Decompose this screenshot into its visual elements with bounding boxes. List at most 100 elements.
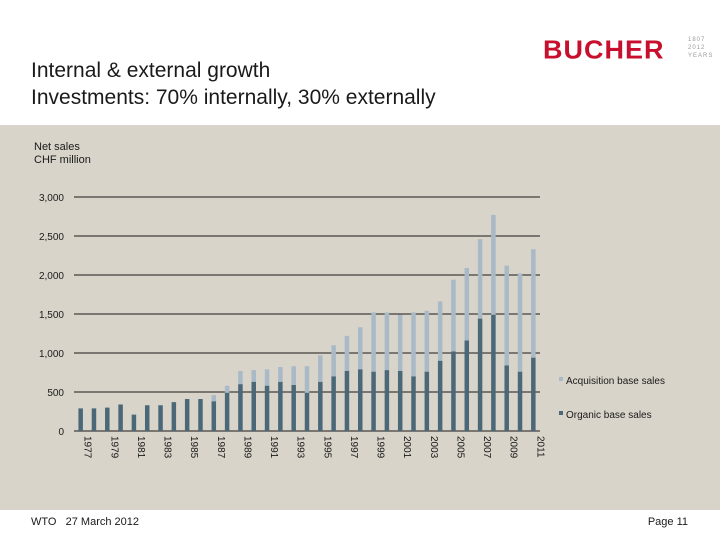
x-tick-label: 1989: [241, 436, 252, 459]
bar-organic: [131, 414, 137, 431]
bar-organic: [304, 392, 310, 431]
x-tick-label: 1993: [295, 436, 306, 459]
y-tick-label: 3,000: [39, 193, 64, 204]
x-tick-label: 2001: [401, 436, 412, 459]
y-tick-label: 1,500: [39, 310, 64, 321]
bar-organic: [451, 351, 456, 431]
x-tick-label: 1997: [348, 436, 359, 459]
bar-acquisition: [531, 249, 536, 358]
x-tick-label: 1999: [375, 436, 386, 459]
y-tick-label: 1,000: [39, 349, 64, 360]
bar-acquisition: [238, 370, 243, 385]
bar-organic: [291, 384, 296, 431]
title-line-2: Investments: 70% internally, 30% externa…: [31, 86, 436, 109]
bar-acquisition: [411, 312, 416, 377]
x-tick-label: 1979: [108, 436, 119, 459]
bar-organic: [517, 371, 523, 431]
chart-panel: [0, 125, 720, 510]
bar-organic: [371, 371, 376, 431]
bar-acquisition: [384, 312, 390, 371]
bar-acquisition: [504, 265, 509, 366]
bar-acquisition: [278, 367, 283, 382]
bar-organic: [78, 408, 83, 431]
x-tick-label: 2007: [481, 436, 492, 459]
bar-organic: [344, 370, 350, 431]
bar-organic: [251, 381, 256, 431]
bar-acquisition: [211, 395, 217, 402]
x-tick-label: 2003: [428, 436, 439, 459]
bar-acquisition: [491, 214, 496, 315]
bar-organic: [224, 392, 230, 431]
x-tick-label: 1985: [188, 436, 199, 459]
bar-organic: [331, 376, 336, 431]
bar-organic: [278, 381, 283, 431]
legend-label-organic: Organic base sales: [566, 410, 652, 421]
bar-acquisition: [318, 355, 323, 382]
bar-acquisition: [291, 366, 296, 385]
x-tick-label: 1981: [135, 436, 146, 459]
x-tick-label: 2009: [508, 436, 519, 459]
bar-organic: [238, 384, 243, 431]
legend-swatch-organic: [559, 411, 563, 415]
bar-organic: [384, 370, 390, 431]
bar-acquisition: [304, 366, 310, 393]
bar-organic: [318, 381, 323, 431]
x-tick-label: 1991: [268, 436, 279, 459]
bar-organic: [464, 340, 470, 431]
x-tick-label: 2005: [454, 436, 465, 459]
bar-organic: [358, 369, 363, 431]
bar-organic: [424, 371, 430, 431]
x-tick-label: 1995: [321, 436, 332, 459]
legend-swatch-acquisition: [559, 377, 563, 381]
y-tick-label: 2,500: [39, 232, 64, 243]
bar-acquisition: [451, 279, 456, 352]
bar-organic: [211, 401, 217, 431]
bar-acquisition: [224, 385, 230, 393]
bar-acquisition: [437, 301, 443, 361]
bar-acquisition: [464, 267, 470, 341]
bar-organic: [411, 376, 416, 431]
bar-acquisition: [331, 345, 336, 377]
bucher-logo: BUCHER: [543, 35, 665, 65]
bar-acquisition: [371, 312, 376, 372]
footer-date: WTO 27 March 2012: [31, 516, 140, 528]
bar-organic: [264, 385, 270, 431]
bar-acquisition: [264, 369, 270, 386]
bar-organic: [144, 405, 150, 431]
bar-organic: [91, 408, 97, 431]
bar-acquisition: [344, 335, 350, 371]
y-tick-label: 0: [58, 427, 64, 438]
bar-acquisition: [358, 327, 363, 370]
y-tick-label: 500: [47, 388, 64, 399]
bar-organic: [158, 405, 163, 431]
bar-organic: [397, 370, 403, 431]
bar-acquisition: [251, 370, 256, 382]
bar-organic: [504, 365, 509, 431]
bar-organic: [105, 407, 110, 431]
bar-organic: [491, 314, 496, 431]
bar-acquisition: [517, 273, 523, 372]
slide-title: Internal & external growth Investments: …: [31, 57, 436, 111]
bar-organic: [437, 360, 443, 431]
x-tick-label: 1987: [215, 436, 226, 459]
bar-organic: [118, 404, 123, 431]
slide-header: Internal & external growth Investments: …: [0, 0, 720, 125]
x-tick-label: 1977: [82, 436, 93, 459]
title-line-1: Internal & external growth: [31, 59, 271, 82]
y-tick-label: 2,000: [39, 271, 64, 282]
legend-label-acquisition: Acquisition base sales: [566, 376, 665, 387]
bar-acquisition: [477, 239, 483, 319]
anniversary-years: 1807 2012 YEARS: [688, 37, 714, 59]
bar-organic: [171, 402, 177, 431]
bar-acquisition: [424, 310, 430, 372]
y-axis-label: Net sales CHF million: [34, 141, 91, 166]
x-tick-label: 1983: [162, 436, 173, 459]
x-tick-label: 2011: [534, 436, 545, 458]
bar-acquisition: [397, 314, 403, 371]
bar-organic: [198, 399, 203, 431]
bar-organic: [184, 399, 190, 431]
bar-organic: [477, 318, 483, 431]
page-number: Page 11: [647, 516, 688, 528]
bar-organic: [531, 357, 536, 431]
